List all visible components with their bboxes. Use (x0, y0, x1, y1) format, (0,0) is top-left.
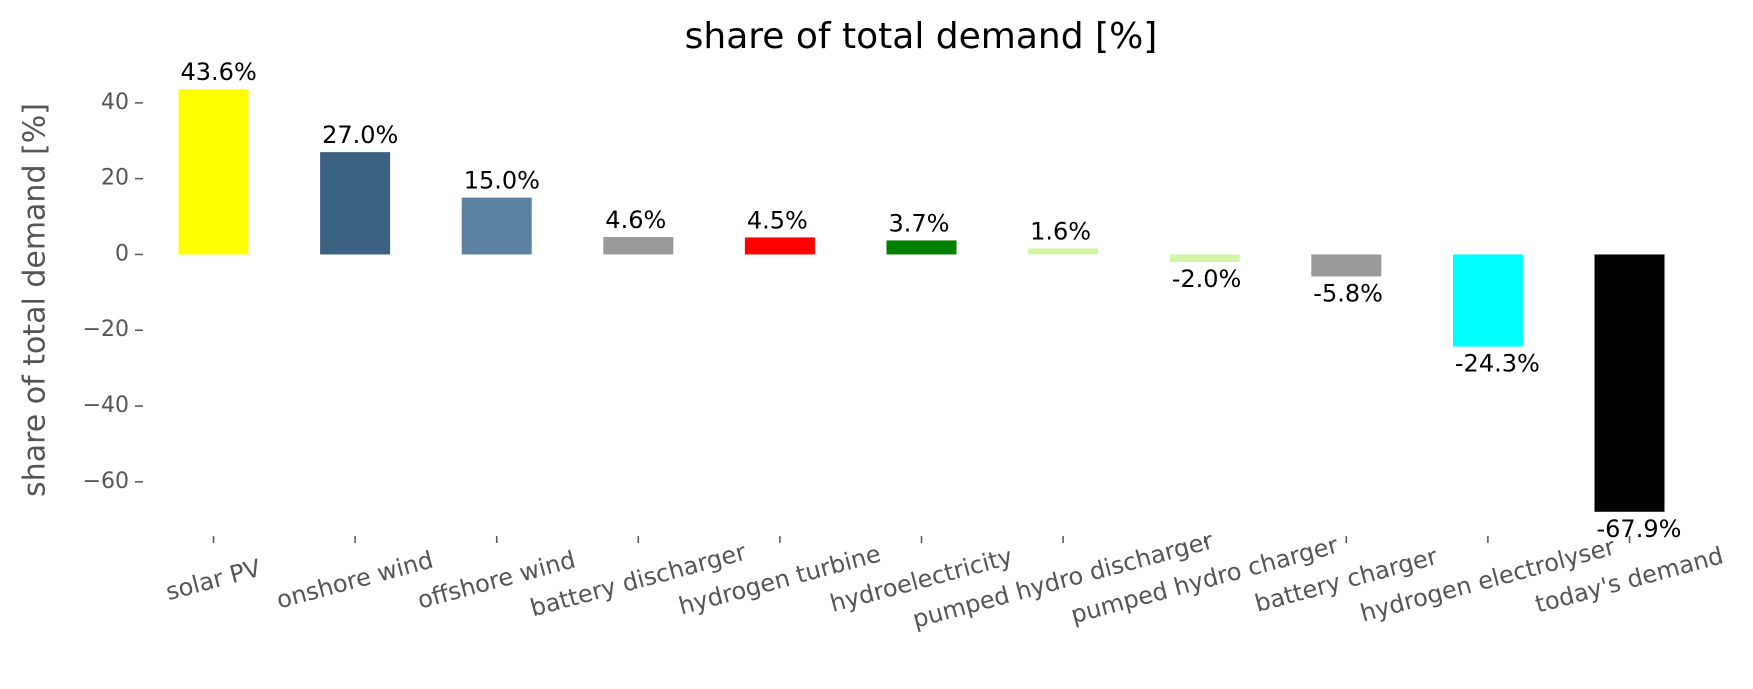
value-label: 15.0% (464, 167, 540, 195)
value-label: 1.6% (1030, 217, 1091, 245)
value-label: 3.7% (889, 209, 950, 237)
y-tick-label: 0 (115, 241, 129, 266)
bar (886, 240, 957, 255)
y-tick-label: −60 (83, 469, 129, 494)
bar (1028, 248, 1099, 255)
y-axis-label: share of total demand [%] (18, 103, 53, 497)
bar (1452, 254, 1523, 347)
y-tick-label: 40 (101, 90, 129, 115)
bar (1594, 254, 1665, 512)
bar (603, 237, 674, 255)
bar (178, 89, 249, 255)
value-label: 43.6% (181, 58, 257, 86)
x-tick-label: solar PV (163, 554, 264, 606)
value-label: -2.0% (1172, 265, 1242, 293)
bar (744, 237, 815, 255)
bar (1311, 254, 1382, 277)
y-tick-label: −40 (83, 393, 129, 418)
value-label: 4.6% (605, 206, 666, 234)
y-tick-label: 20 (101, 166, 129, 191)
bar (461, 197, 532, 255)
chart-title: share of total demand [%] (685, 16, 1158, 57)
value-label: 27.0% (322, 121, 398, 149)
y-tick-label: −20 (83, 317, 129, 342)
value-label: -67.9% (1597, 515, 1682, 543)
value-label: 4.5% (747, 206, 808, 234)
value-label: -24.3% (1455, 350, 1540, 378)
bar (320, 152, 391, 255)
x-tick-label: onshore wind (274, 546, 437, 615)
bar (1169, 254, 1240, 263)
value-label: -5.8% (1313, 279, 1383, 307)
